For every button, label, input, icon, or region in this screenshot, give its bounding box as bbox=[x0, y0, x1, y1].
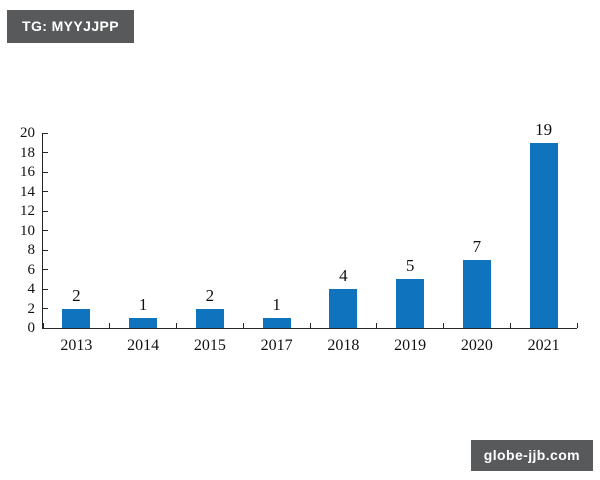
y-axis-tick bbox=[43, 132, 48, 134]
x-axis-category-label: 2018 bbox=[327, 337, 360, 354]
y-axis-tick-label: 20 bbox=[20, 125, 35, 141]
y-axis-tick-label: 8 bbox=[27, 242, 36, 258]
x-axis-tick bbox=[576, 323, 578, 328]
y-axis-tick-label: 2 bbox=[27, 300, 36, 317]
bar-value-label: 2 bbox=[205, 285, 215, 305]
y-axis-tick bbox=[43, 249, 48, 251]
bar-value-label: 1 bbox=[272, 295, 281, 315]
x-axis-tick bbox=[509, 323, 511, 328]
x-axis-category-label: 2019 bbox=[394, 337, 427, 354]
y-axis-tick bbox=[43, 210, 48, 212]
y-axis-tick bbox=[43, 152, 48, 153]
bar-value-label: 5 bbox=[405, 256, 415, 276]
x-axis-tick bbox=[42, 323, 44, 328]
y-axis-line bbox=[42, 133, 43, 329]
bar-2018 bbox=[329, 289, 358, 328]
bar-value-label: 7 bbox=[472, 236, 482, 256]
y-axis-tick bbox=[43, 288, 48, 290]
x-axis-tick bbox=[309, 323, 311, 328]
y-axis-tick bbox=[43, 171, 48, 173]
bar-2019 bbox=[396, 279, 425, 328]
x-axis-tick bbox=[109, 323, 111, 328]
x-axis-tick bbox=[376, 323, 378, 328]
x-axis-tick bbox=[242, 323, 244, 328]
bar-2020 bbox=[462, 259, 491, 328]
x-axis-line bbox=[42, 328, 577, 329]
bar-value-label: 19 bbox=[535, 119, 553, 139]
bar-value-label: 2 bbox=[72, 285, 81, 305]
x-axis-category-label: 2015 bbox=[193, 337, 226, 354]
y-axis-tick-label: 4 bbox=[27, 281, 36, 297]
bar-2013 bbox=[62, 308, 91, 328]
bar-value-label: 4 bbox=[339, 266, 348, 285]
x-axis-category-label: 2014 bbox=[127, 337, 160, 354]
x-axis-category-label: 2017 bbox=[260, 337, 293, 354]
y-axis-tick bbox=[43, 327, 48, 329]
y-axis-tick-label: 6 bbox=[27, 261, 36, 278]
y-axis-tick bbox=[43, 191, 48, 192]
y-axis-tick-label: 12 bbox=[20, 203, 35, 219]
watermark-tag-badge: TG: MYYJJPP bbox=[7, 10, 134, 43]
y-axis-tick bbox=[43, 230, 48, 231]
y-axis-tick-label: 10 bbox=[20, 222, 35, 239]
bar-2014 bbox=[129, 318, 158, 328]
watermark-site-badge: globe-jjb.com bbox=[470, 440, 593, 471]
x-axis-category-label: 2013 bbox=[60, 337, 93, 354]
bar-2017 bbox=[262, 318, 291, 328]
x-axis-category-label: 2021 bbox=[527, 337, 560, 354]
bar-chart-plot-area: 0 2 4 6 8 10 12 14 16 18 20 2 2013 1 2014 2 2015 1 2017 4 20… bbox=[20, 120, 578, 354]
y-axis-tick-label: 0 bbox=[27, 320, 36, 336]
bar-2015 bbox=[195, 308, 224, 328]
bar-2021 bbox=[529, 142, 558, 328]
x-axis-tick bbox=[176, 323, 177, 328]
y-axis-tick-label: 14 bbox=[20, 183, 35, 200]
x-axis-tick bbox=[443, 323, 444, 328]
y-axis-tick bbox=[43, 269, 48, 270]
bar-value-label: 1 bbox=[138, 295, 148, 315]
y-axis-tick-label: 16 bbox=[20, 164, 35, 180]
y-axis-tick bbox=[43, 308, 48, 309]
x-axis-category-label: 2020 bbox=[460, 337, 493, 354]
y-axis-tick-label: 18 bbox=[20, 144, 35, 161]
